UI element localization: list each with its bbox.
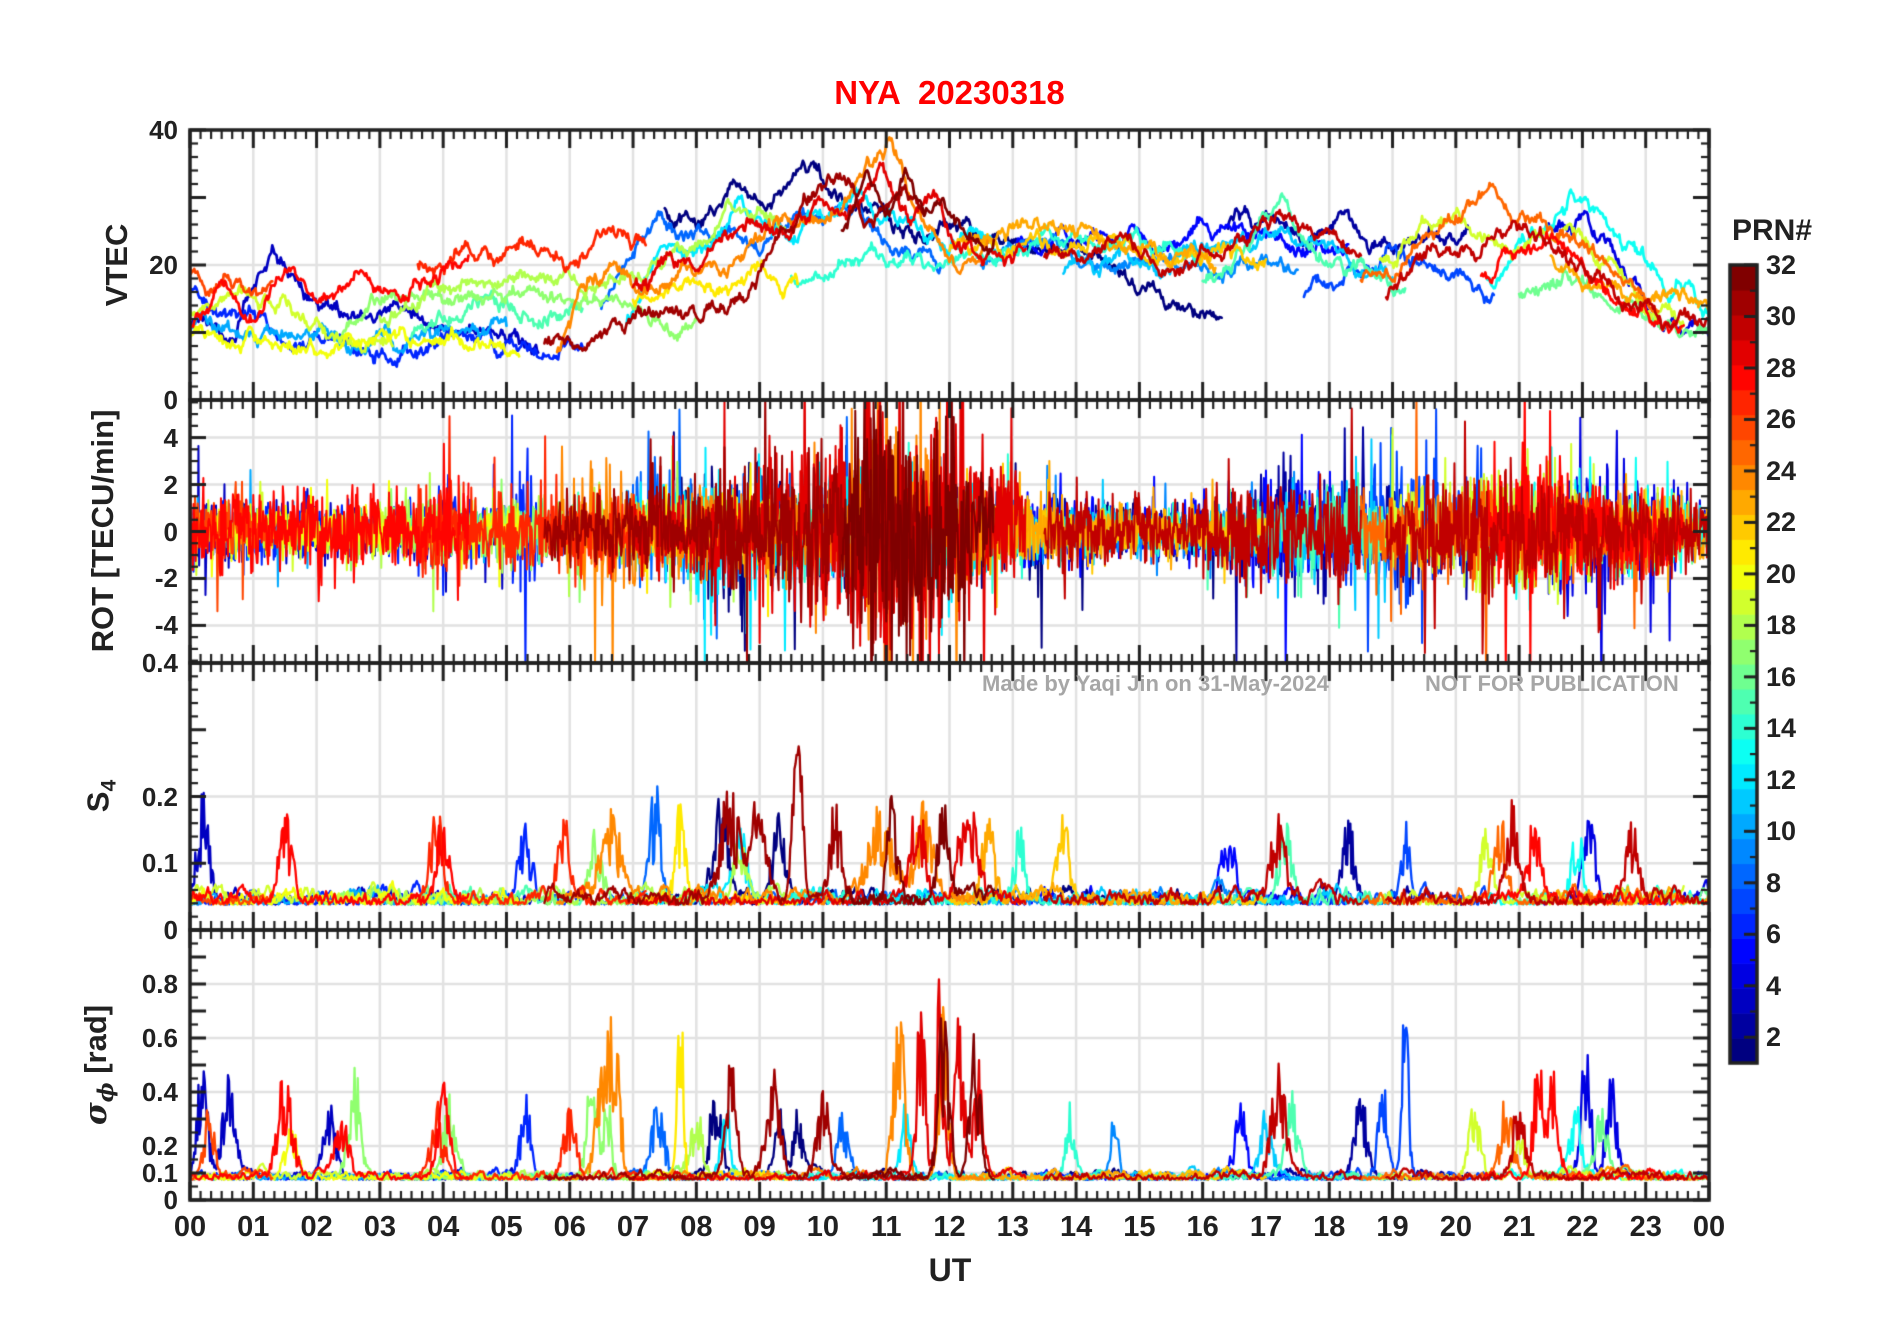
colorbar-tick-label: 18 — [1766, 610, 1797, 641]
x-tick-label: 21 — [1502, 1211, 1536, 1243]
y-tick-label-sigma_phi: 0.6 — [141, 1023, 178, 1053]
x-tick-label: 11 — [870, 1211, 902, 1243]
colorbar-tick-label: 8 — [1766, 867, 1782, 898]
x-tick-label: 09 — [743, 1211, 776, 1243]
x-tick-label: 23 — [1629, 1211, 1662, 1243]
x-tick-label: 10 — [806, 1211, 840, 1243]
y-tick-label-s4: 0.4 — [141, 648, 178, 678]
x-tick-label: 20 — [1439, 1211, 1472, 1243]
x-tick-label: 02 — [300, 1211, 333, 1243]
x-tick-label: 07 — [616, 1211, 650, 1243]
y-tick-label-s4: 0.2 — [141, 781, 178, 812]
x-tick-label: 22 — [1566, 1211, 1599, 1243]
x-tick-label: 03 — [363, 1211, 396, 1243]
x-tick-label: 19 — [1376, 1211, 1409, 1243]
y-tick-label-rot: -2 — [154, 563, 178, 594]
colorbar-tick-label: 30 — [1766, 301, 1797, 332]
y-tick-label-sigma_phi: 0.4 — [141, 1077, 178, 1107]
y-tick-label-sigma_phi: 0.2 — [141, 1131, 178, 1161]
x-tick-label: 00 — [173, 1211, 207, 1243]
y-tick-label-vtec: 0 — [163, 385, 178, 415]
colorbar-tick-label: 20 — [1766, 558, 1797, 589]
colorbar-tick-label: 6 — [1766, 919, 1782, 950]
x-tick-label: 04 — [427, 1211, 460, 1243]
colorbar-tick-label: 22 — [1766, 507, 1797, 538]
y-tick-label-vtec: 20 — [149, 250, 178, 280]
colorbar-title: PRN# — [1731, 214, 1813, 247]
x-axis-label: UT — [928, 1252, 972, 1288]
watermark-credit: Made by Yaqi Jin on 31-May-2024 — [982, 671, 1329, 696]
colorbar-tick-label: 2 — [1766, 1022, 1782, 1053]
colorbar-tick-label: 28 — [1766, 352, 1797, 383]
y-tick-label-sigma_phi: 0.1 — [141, 1158, 178, 1188]
x-tick-label: 01 — [237, 1211, 270, 1243]
y-tick-label-rot: 0 — [163, 516, 178, 547]
x-tick-label: 17 — [1249, 1211, 1283, 1243]
watermark-not-for-publication: NOT FOR PUBLICATION — [1425, 671, 1679, 696]
y-tick-label-rot: 4 — [163, 422, 178, 453]
colorbar-tick-label: 32 — [1766, 250, 1797, 280]
x-tick-label: 15 — [1123, 1211, 1156, 1243]
x-tick-label: 16 — [1186, 1211, 1219, 1243]
x-tick-label: 00 — [1692, 1211, 1726, 1243]
y-tick-label-sigma_phi: 0 — [163, 1185, 178, 1215]
x-tick-label: 06 — [553, 1211, 586, 1243]
x-tick-label: 05 — [490, 1211, 523, 1243]
y-tick-label-sigma_phi: 0.8 — [141, 969, 178, 999]
y-tick-label-rot: 2 — [163, 469, 178, 500]
x-tick-label: 08 — [680, 1211, 713, 1243]
y-tick-label-rot: -4 — [154, 610, 178, 641]
y-tick-label-s4: 0.1 — [141, 848, 178, 879]
y-tick-label-vtec: 40 — [149, 115, 178, 145]
colorbar-tick-label: 12 — [1766, 764, 1797, 795]
x-tick-label: 14 — [1059, 1211, 1093, 1243]
colorbar-tick-label: 10 — [1766, 816, 1797, 847]
colorbar-tick-label: 24 — [1766, 455, 1797, 486]
x-tick-label: 12 — [933, 1211, 966, 1243]
colorbar-tick-label: 14 — [1766, 713, 1797, 744]
y-tick-label-s4: 0 — [163, 915, 178, 945]
x-tick-label: 13 — [996, 1211, 1029, 1243]
chart-title: NYA 20230318 — [834, 74, 1065, 111]
colorbar-tick-label: 26 — [1766, 404, 1797, 435]
colorbar-tick-label: 16 — [1766, 661, 1797, 692]
colorbar-tick-label: 4 — [1766, 970, 1782, 1001]
x-tick-label: 18 — [1313, 1211, 1346, 1243]
